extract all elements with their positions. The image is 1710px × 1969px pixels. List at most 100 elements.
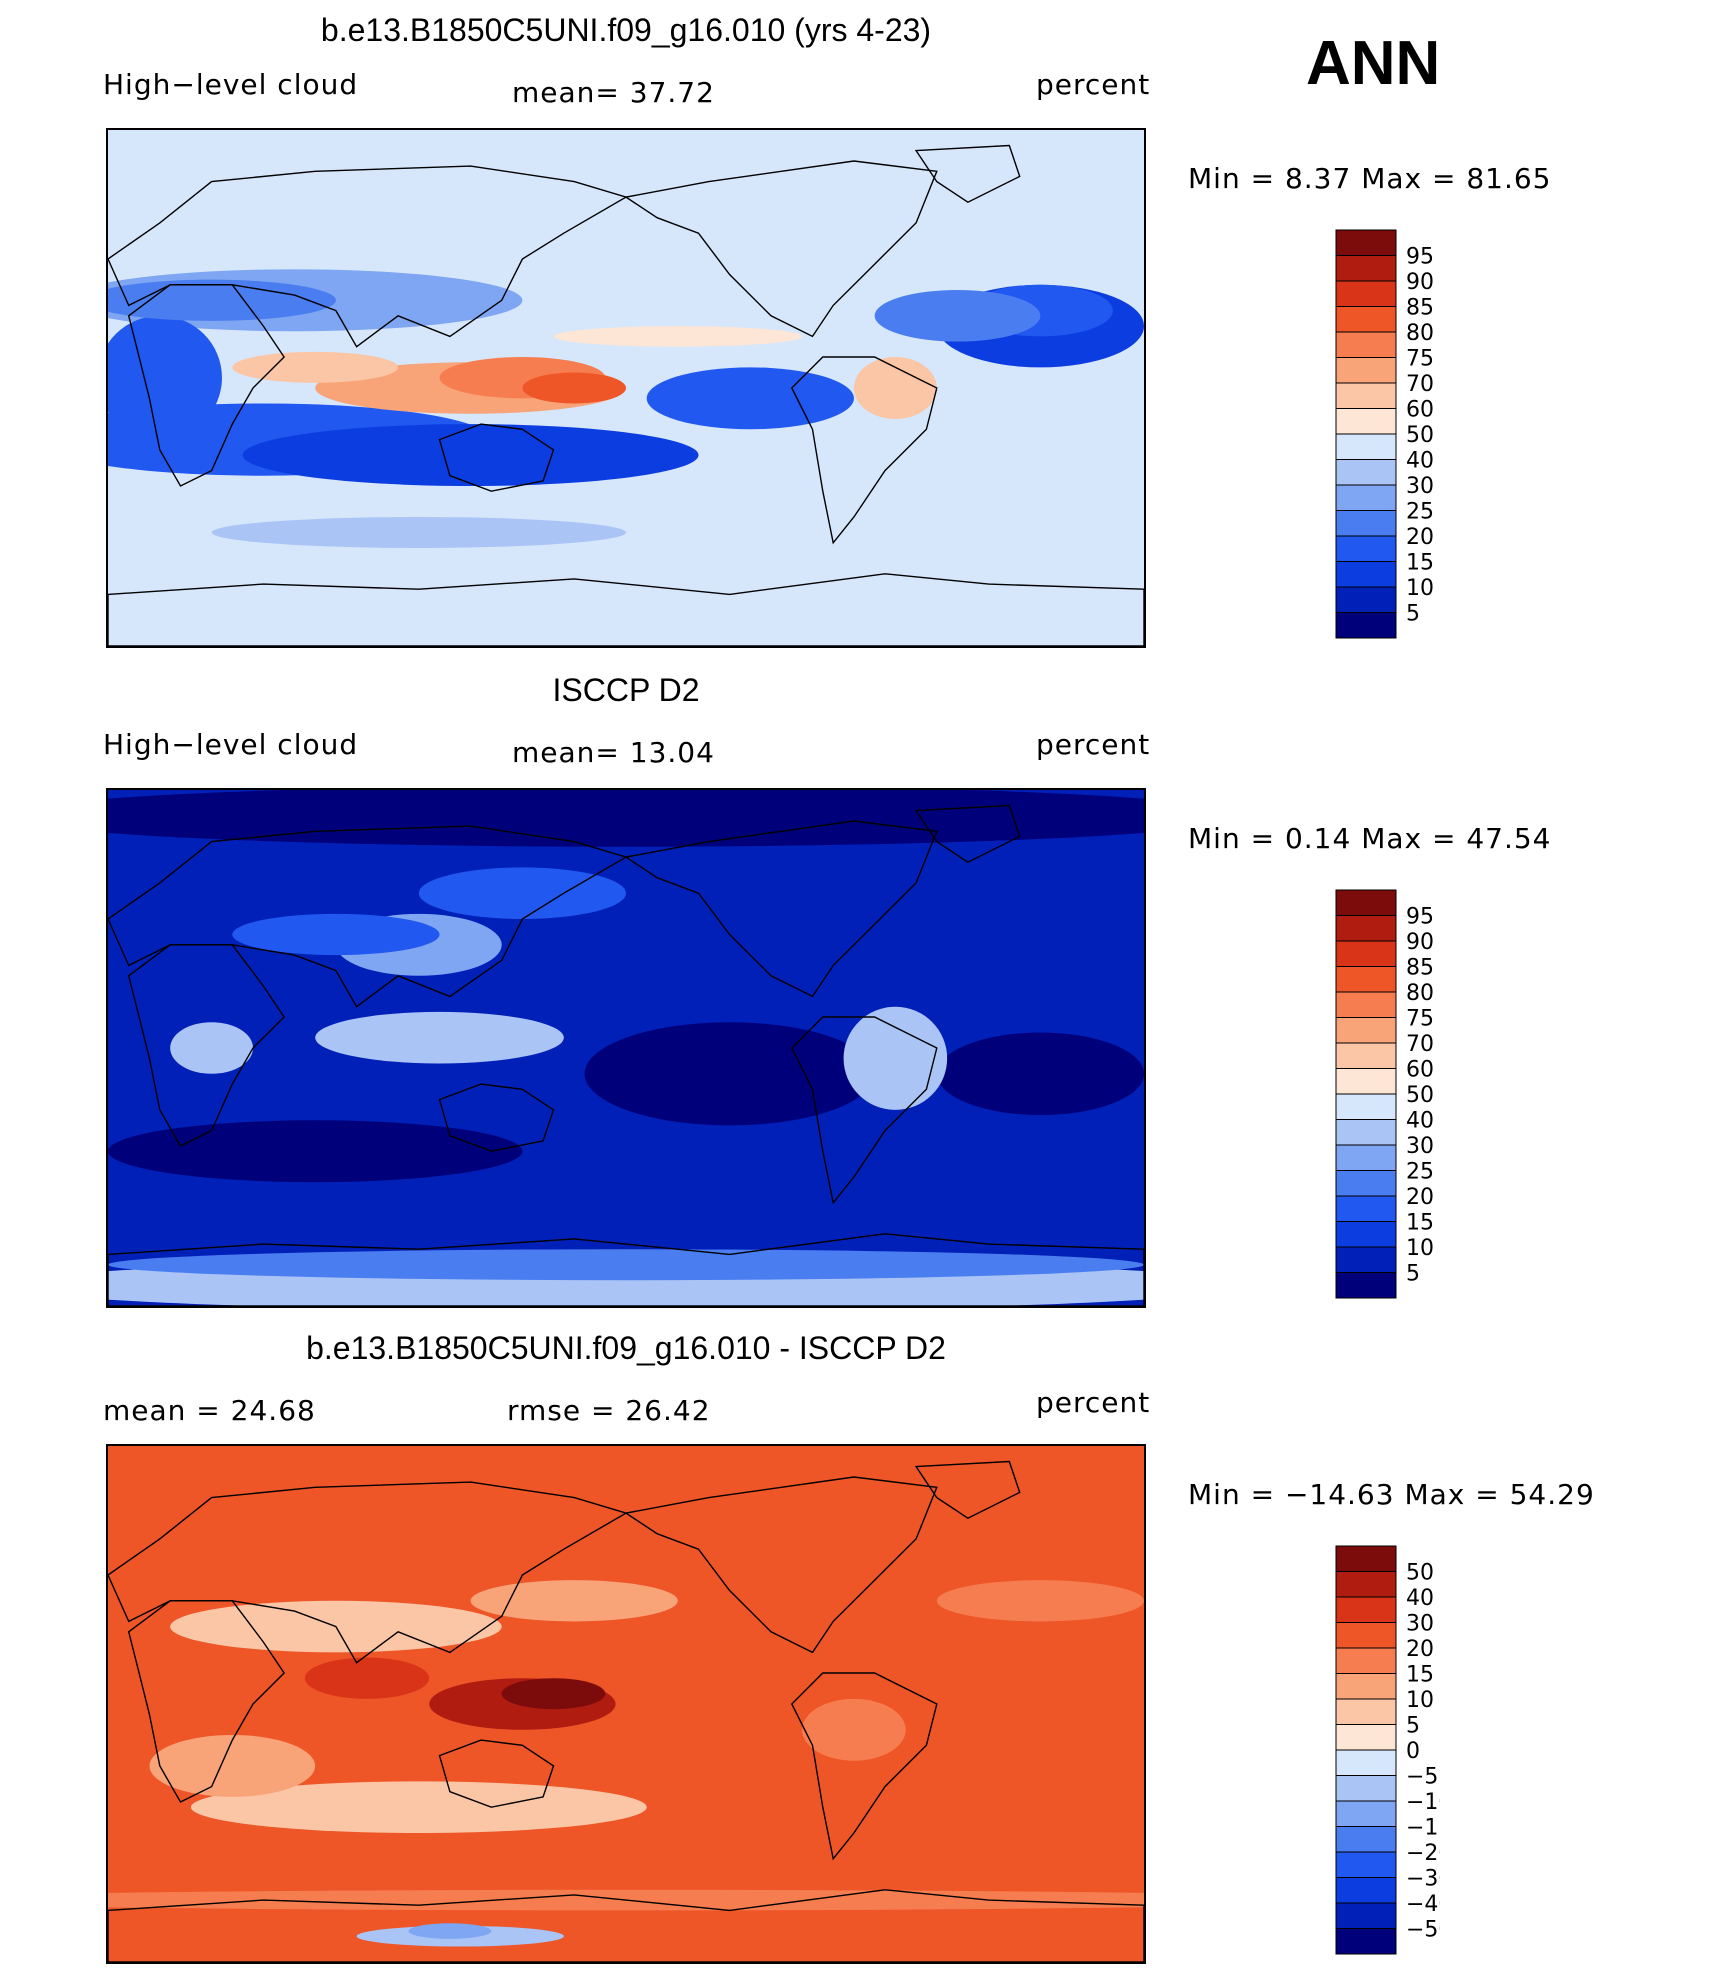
colorbar-box bbox=[1335, 1673, 1397, 1700]
field-contour bbox=[108, 1249, 1144, 1281]
field-contour bbox=[843, 1006, 948, 1110]
colorbar-box bbox=[1335, 1272, 1397, 1299]
panel1-mean-label: mean= 37.72 bbox=[512, 76, 715, 109]
panel3-mean-label: mean = 24.68 bbox=[103, 1394, 316, 1427]
colorbar-box bbox=[1335, 1144, 1397, 1171]
panel1-units-label: percent bbox=[1036, 68, 1151, 101]
panel2-units-label: percent bbox=[1036, 728, 1151, 761]
field-contour bbox=[418, 867, 626, 919]
colorbar-box bbox=[1335, 1246, 1397, 1273]
colorbar-tick-label: 10 bbox=[1406, 1236, 1434, 1261]
colorbar-tick-label: −5 bbox=[1406, 1765, 1438, 1790]
colorbar-tick-label: 80 bbox=[1406, 321, 1434, 346]
colorbar-box bbox=[1335, 255, 1397, 282]
colorbar-tick-label: 15 bbox=[1406, 551, 1434, 576]
colorbar-box bbox=[1335, 1093, 1397, 1120]
colorbar-tick-label: 75 bbox=[1406, 1007, 1434, 1032]
colorbar-tick-label: −20 bbox=[1406, 1841, 1440, 1866]
colorbar-tick-label: 90 bbox=[1406, 930, 1434, 955]
colorbar-tick-label: 85 bbox=[1406, 296, 1434, 321]
colorbar-box bbox=[1335, 382, 1397, 409]
coastline bbox=[108, 825, 628, 1008]
colorbar-box bbox=[1335, 991, 1397, 1018]
colorbar-tick-label: 25 bbox=[1406, 500, 1434, 525]
colorbar-box bbox=[1335, 331, 1397, 358]
colorbar-box bbox=[1335, 1775, 1397, 1802]
colorbar-tick-label: −10 bbox=[1406, 1790, 1440, 1815]
colorbar-box bbox=[1335, 915, 1397, 942]
coastline bbox=[108, 1233, 1144, 1306]
coastline bbox=[438, 1083, 555, 1152]
field-contour bbox=[149, 1734, 316, 1797]
field-contour bbox=[501, 1678, 606, 1710]
coastline bbox=[914, 144, 1021, 204]
colorbar-box bbox=[1335, 306, 1397, 333]
colorbar-box bbox=[1335, 561, 1397, 588]
colorbar-tick-label: 75 bbox=[1406, 347, 1434, 372]
panel2-mean-label: mean= 13.04 bbox=[512, 736, 715, 769]
colorbar-box bbox=[1335, 280, 1397, 307]
colorbar-tick-label: 85 bbox=[1406, 956, 1434, 981]
colorbar-tick-label: 15 bbox=[1406, 1211, 1434, 1236]
panel3-map bbox=[106, 1444, 1146, 1964]
colorbar-tick-label: 10 bbox=[1406, 1688, 1434, 1713]
field-contour bbox=[584, 1022, 875, 1126]
colorbar-box bbox=[1335, 940, 1397, 967]
colorbar-tick-label: 30 bbox=[1406, 1612, 1434, 1637]
colorbar-tick-label: 25 bbox=[1406, 1160, 1434, 1185]
colorbar-box bbox=[1335, 1017, 1397, 1044]
panel2-minmax-label: Min = 0.14 Max = 47.54 bbox=[1188, 822, 1552, 855]
colorbar-box bbox=[1335, 1902, 1397, 1929]
field-contour bbox=[470, 1580, 678, 1622]
colorbar-tick-label: 20 bbox=[1406, 1637, 1434, 1662]
colorbar-box bbox=[1335, 1622, 1397, 1649]
panel2-map-svg bbox=[108, 790, 1144, 1306]
colorbar-box bbox=[1335, 433, 1397, 460]
panel1-map-svg bbox=[108, 130, 1144, 646]
colorbar-tick-label: 70 bbox=[1406, 372, 1434, 397]
colorbar-box bbox=[1335, 966, 1397, 993]
colorbar-tick-label: −30 bbox=[1406, 1867, 1440, 1892]
field-contour bbox=[170, 1022, 254, 1074]
panel3-units-label: percent bbox=[1036, 1386, 1151, 1419]
field-contour bbox=[646, 367, 854, 430]
colorbar-box bbox=[1335, 229, 1397, 256]
field-contour bbox=[108, 1120, 523, 1183]
field-contour bbox=[553, 326, 803, 347]
field-contour bbox=[108, 790, 1144, 847]
colorbar-box bbox=[1335, 1119, 1397, 1146]
field-contour bbox=[936, 1032, 1144, 1116]
field-contour bbox=[211, 517, 627, 548]
colorbar-tick-label: 40 bbox=[1406, 1109, 1434, 1134]
colorbar-tick-label: 60 bbox=[1406, 398, 1434, 423]
coastline bbox=[108, 1481, 628, 1664]
colorbar-box bbox=[1335, 1826, 1397, 1853]
colorbar-box bbox=[1335, 889, 1397, 916]
colorbar-tick-label: 95 bbox=[1406, 245, 1434, 270]
panel3-minmax-label: Min = −14.63 Max = 54.29 bbox=[1188, 1478, 1595, 1511]
colorbar-box bbox=[1335, 357, 1397, 384]
coastline bbox=[790, 356, 938, 545]
panel1-left-label: High−level cloud bbox=[103, 68, 359, 101]
colorbar-tick-label: 30 bbox=[1406, 1134, 1434, 1159]
colorbar-box bbox=[1335, 1221, 1397, 1248]
coastline bbox=[790, 1672, 938, 1861]
colorbar-tick-label: 50 bbox=[1406, 1561, 1434, 1586]
field-contour bbox=[522, 372, 626, 404]
colorbar-tick-label: 40 bbox=[1406, 1586, 1434, 1611]
colorbar-tick-label: 5 bbox=[1406, 1262, 1420, 1287]
coastline bbox=[624, 160, 938, 338]
field-contour bbox=[802, 1698, 906, 1761]
colorbar-box bbox=[1335, 1068, 1397, 1095]
colorbar-tick-label: −50 bbox=[1406, 1918, 1440, 1943]
coastline bbox=[108, 165, 628, 348]
colorbar-tick-label: 90 bbox=[1406, 270, 1434, 295]
panel2-title: ISCCP D2 bbox=[552, 672, 700, 708]
colorbar-tick-label: 15 bbox=[1406, 1663, 1434, 1688]
colorbar-box bbox=[1335, 1724, 1397, 1751]
field-contour bbox=[232, 913, 440, 956]
field-contour bbox=[315, 1011, 564, 1064]
colorbar-box bbox=[1335, 1749, 1397, 1776]
coastline bbox=[790, 1016, 938, 1205]
